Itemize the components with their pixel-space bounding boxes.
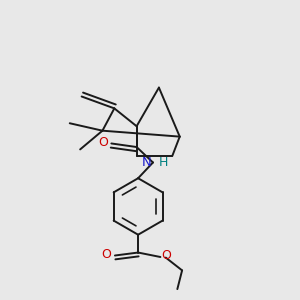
Text: H: H xyxy=(159,156,168,169)
Text: O: O xyxy=(161,249,171,262)
Text: O: O xyxy=(101,248,111,261)
Text: O: O xyxy=(98,136,108,149)
Text: N: N xyxy=(141,156,151,169)
